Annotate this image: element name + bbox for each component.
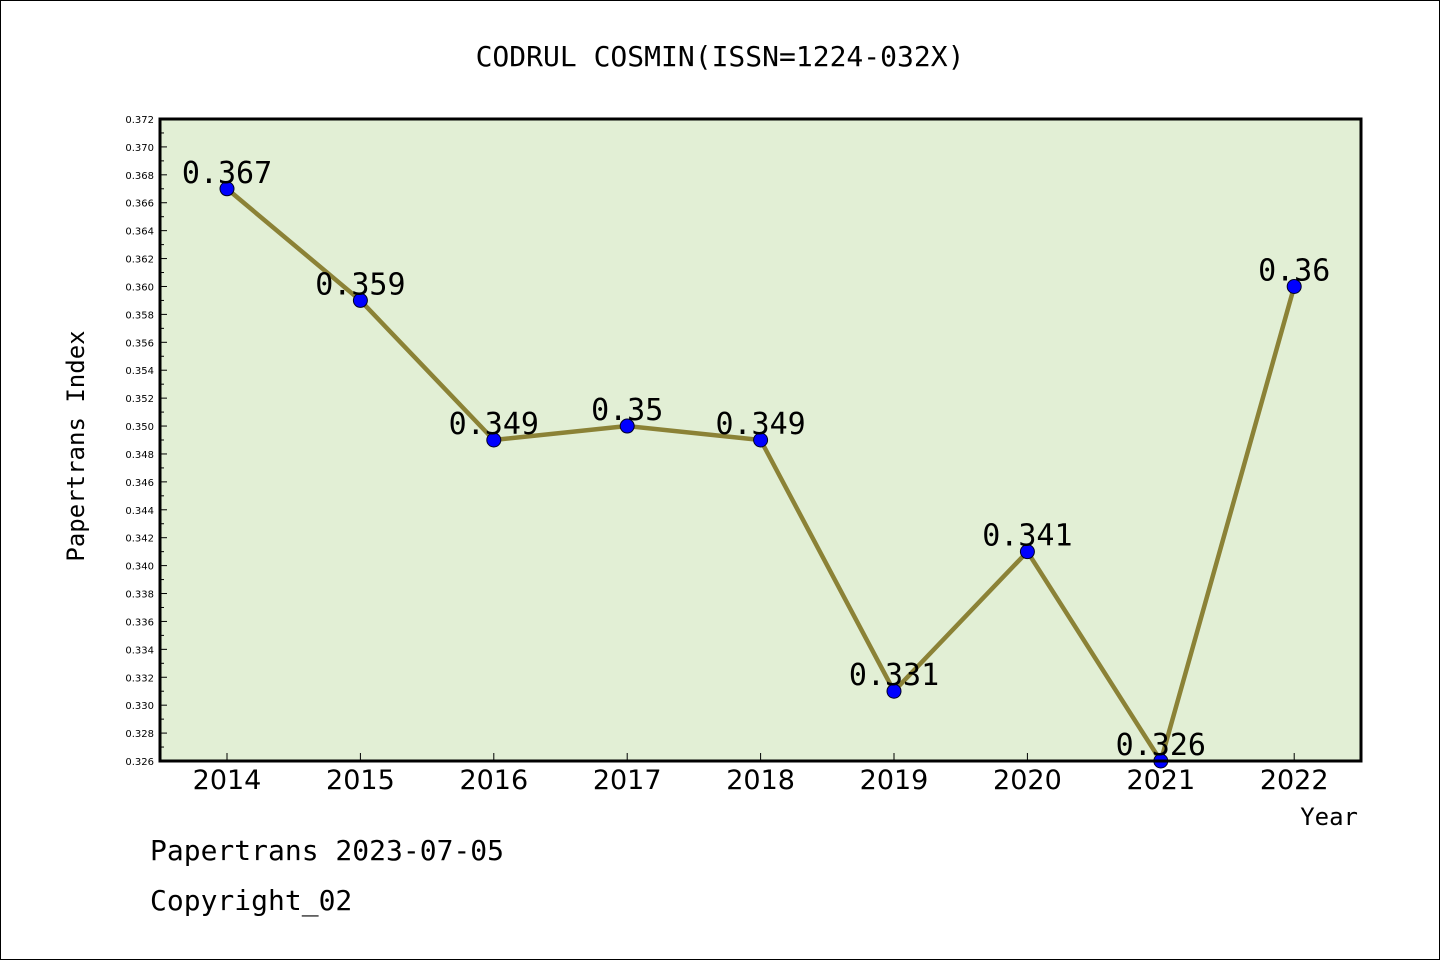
data-label: 0.341 [982,519,1072,554]
data-label: 0.36 [1258,253,1330,288]
y-tick-label: 0.336 [125,617,154,628]
y-tick-label: 0.348 [125,450,154,461]
x-tick-label: 2014 [193,765,262,796]
footer-copyright: Copyright_02 [150,884,353,917]
y-tick-label: 0.344 [125,506,154,517]
data-label: 0.359 [315,267,405,302]
data-label: 0.326 [1116,728,1206,763]
y-tick-label: 0.362 [125,255,154,266]
y-tick-label: 0.330 [125,701,154,712]
y-tick-label: 0.338 [125,590,154,601]
x-tick-label: 2017 [593,765,662,796]
x-tick-label: 2016 [459,765,528,796]
x-tick-label: 2022 [1260,765,1329,796]
data-point [619,418,635,434]
y-tick-label: 0.340 [125,562,154,573]
x-axis: 2014 2015 2016 2017 2018 2019 2020 2021 2022 [193,753,1329,796]
chart-title: CODRUL COSMIN(ISSN=1224-032X) [476,40,965,73]
data-point [886,683,902,699]
series-group: 0.367 0.359 0.349 0.35 0.349 0.331 0.341 0.326 0… [182,156,1330,769]
plot-border [158,117,1363,763]
data-label: 0.349 [715,407,805,442]
data-point [1286,278,1302,294]
data-label: 0.349 [449,407,539,442]
y-axis: 0.326 0.328 0.330 0.332 0.334 0.336 0.338 0.340… [125,115,167,768]
y-tick-label: 0.354 [125,366,154,377]
x-axis-label: Year [1300,803,1358,831]
y-tick-label: 0.326 [125,757,154,768]
y-tick-label: 0.328 [125,729,154,740]
x-tick-label: 2015 [326,765,395,796]
data-point [352,292,368,308]
data-point [486,432,502,448]
y-tick-label: 0.356 [125,338,154,349]
y-tick-label: 0.342 [125,534,154,545]
y-tick-label: 0.364 [125,227,154,238]
y-tick-label: 0.350 [125,422,154,433]
footer-date: Papertrans 2023-07-05 [150,834,505,867]
y-tick-label: 0.346 [125,478,154,489]
y-tick-label: 0.352 [125,394,154,405]
x-tick-label: 2018 [726,765,795,796]
y-tick-label: 0.372 [125,115,154,126]
data-point [753,432,769,448]
data-label: 0.35 [591,393,663,428]
y-axis-label: Papertrans Index [62,330,90,561]
y-tick-label: 0.370 [125,143,154,154]
y-tick-label: 0.360 [125,282,154,293]
data-point [219,181,235,197]
y-tick-label: 0.368 [125,171,154,182]
data-label: 0.331 [849,658,939,693]
y-tick-label: 0.332 [125,673,154,684]
y-tick-label: 0.334 [125,645,154,656]
y-tick-label: 0.358 [125,310,154,321]
data-label: 0.367 [182,156,272,191]
data-point [1019,544,1035,560]
x-tick-label: 2021 [1126,765,1195,796]
x-tick-label: 2020 [993,765,1062,796]
x-tick-label: 2019 [860,765,929,796]
y-tick-label: 0.366 [125,199,154,210]
